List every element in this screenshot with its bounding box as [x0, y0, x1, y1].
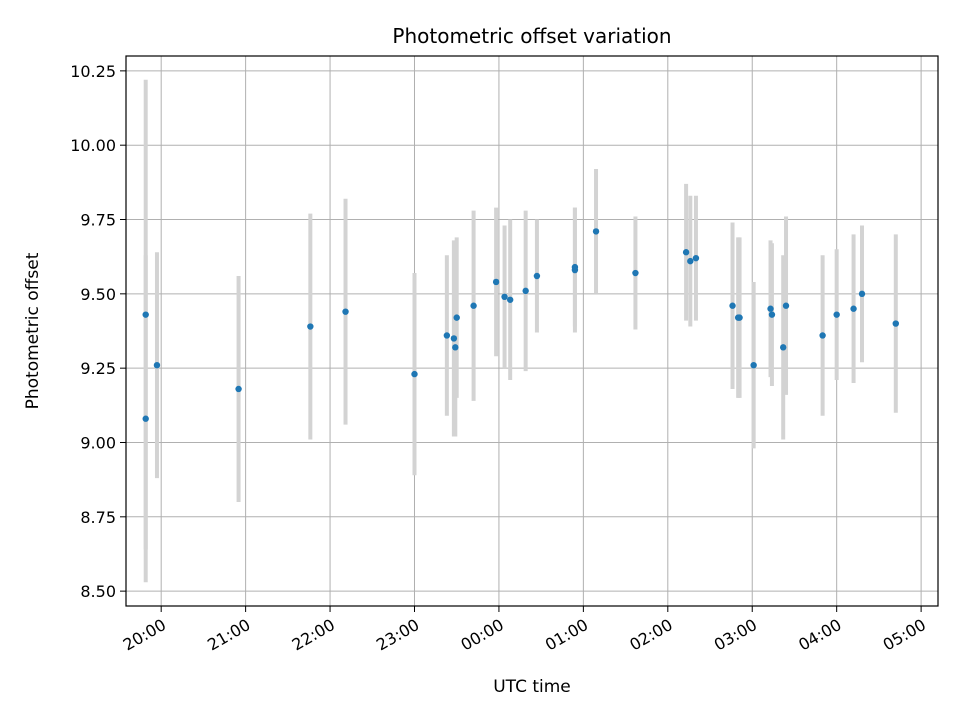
y-tick-label: 9.75: [80, 211, 116, 230]
data-point: [779, 344, 787, 351]
data-point: [452, 344, 459, 351]
data-point: [892, 320, 899, 327]
grid: [126, 56, 938, 606]
data-point: [522, 287, 529, 295]
data-point: [767, 305, 774, 312]
data-point: [492, 278, 500, 286]
data-point: [736, 314, 743, 321]
data-point: [858, 290, 866, 298]
data-point: [142, 311, 149, 318]
data-point: [592, 228, 600, 235]
data-point: [501, 293, 508, 301]
data-point: [768, 311, 776, 318]
y-tick-label: 10.25: [70, 62, 116, 81]
y-tick-label: 9.25: [80, 359, 116, 378]
data-point: [506, 296, 514, 303]
data-point: [850, 305, 857, 312]
data-point: [692, 254, 700, 262]
data-point: [632, 269, 639, 277]
data-point: [142, 415, 149, 422]
data-point: [819, 332, 826, 339]
data-point: [470, 302, 477, 309]
data-point: [750, 361, 757, 369]
data-point: [443, 332, 451, 339]
data-point: [571, 263, 579, 271]
data-point: [153, 361, 161, 369]
data-point: [533, 272, 541, 280]
y-tick-label: 8.50: [80, 582, 116, 601]
plot-frame: [125, 55, 939, 607]
y-tick-label: 9.50: [80, 285, 116, 304]
y-tick-label: 9.00: [80, 433, 116, 452]
chart-title: Photometric offset variation: [392, 24, 671, 48]
data-point: [342, 308, 349, 315]
data-point: [782, 302, 790, 309]
y-tick-label: 8.75: [80, 508, 116, 527]
data-points: [142, 228, 899, 422]
data-point: [453, 314, 460, 321]
y-axis-title: Photometric offset: [23, 252, 43, 409]
data-point: [450, 335, 458, 342]
data-point: [833, 311, 840, 318]
data-point: [682, 249, 690, 256]
data-point: [235, 385, 242, 393]
y-tick-label: 10.00: [70, 136, 116, 155]
data-point: [729, 302, 736, 309]
y-axis: 8.50 8.75 9.00 9.25 9.50 9.75 10.00 10.25: [70, 62, 126, 601]
x-axis-title: UTC time: [493, 677, 571, 697]
data-point: [307, 323, 314, 330]
data-point: [687, 257, 694, 265]
data-point: [411, 370, 418, 378]
